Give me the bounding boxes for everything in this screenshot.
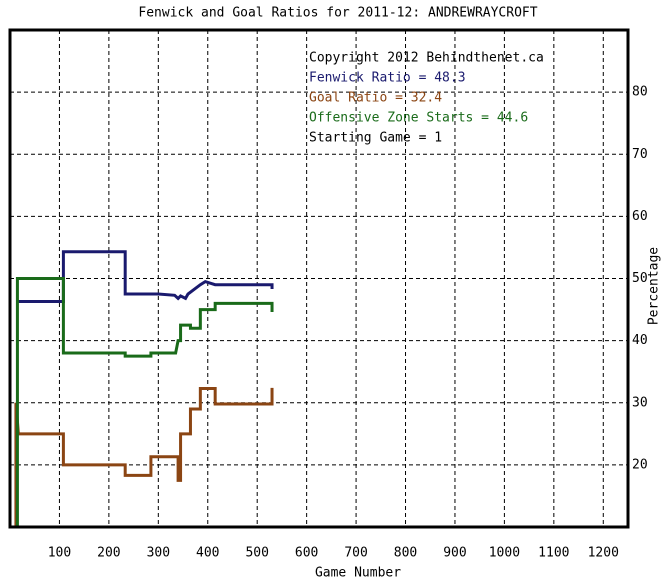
data-line [18,250,274,303]
x-tick-label: 100 [48,546,71,561]
annotation: Copyright 2012 Behindthenet.ca [309,51,544,66]
data-line [15,277,274,527]
x-tick-label: 900 [443,546,466,561]
y-axis-label: Percentage [647,247,662,325]
y-tick-label: 20 [632,457,648,472]
y-tick-label: 40 [632,333,648,348]
y-tick-label: 70 [632,147,648,162]
x-tick-label: 800 [394,546,417,561]
y-tick-label: 50 [632,271,648,286]
y-tick-label: 30 [632,395,648,410]
data-line [14,386,274,527]
x-tick-label: 1100 [538,546,569,561]
x-tick-label: 300 [147,546,170,561]
legend-entry: Offensive Zone Starts = 44.6 [309,111,528,126]
x-tick-label: 400 [196,546,219,561]
x-tick-label: 500 [245,546,268,561]
x-tick-label: 1000 [489,546,520,561]
chart-title: Fenwick and Goal Ratios for 2011-12: AND… [138,6,537,21]
x-tick-label: 700 [344,546,367,561]
x-axis-label: Game Number [315,566,401,580]
y-tick-label: 60 [632,209,648,224]
x-tick-label: 600 [295,546,318,561]
plot-frame [8,28,630,529]
annotation: Starting Game = 1 [309,131,442,146]
x-tick-label: 1200 [588,546,619,561]
y-tick-label: 80 [632,85,648,100]
legend-entry: Fenwick Ratio = 48.3 [309,71,466,86]
legend-entry: Goal Ratio = 32.4 [309,91,442,106]
x-tick-label: 200 [97,546,120,561]
